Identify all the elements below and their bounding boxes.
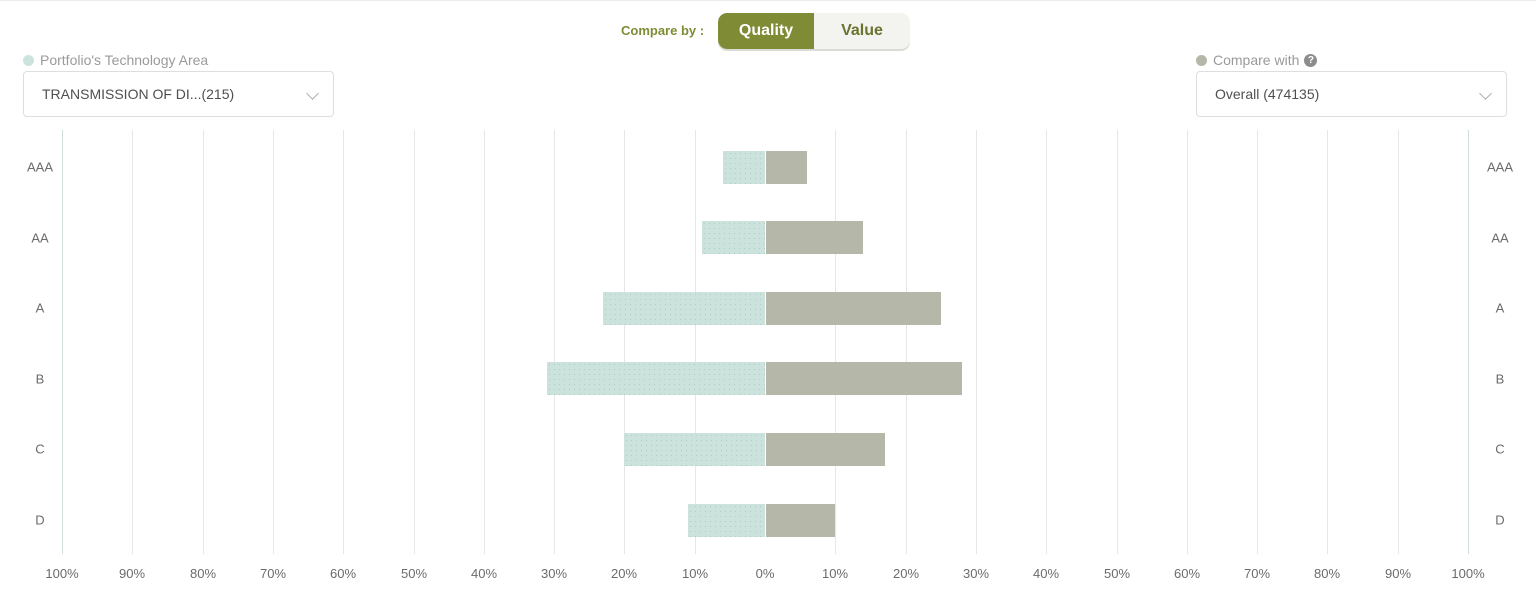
x-tick-label: 30% — [540, 566, 568, 581]
x-tick-label: 10% — [681, 566, 709, 581]
x-tick-label: 10% — [821, 566, 849, 581]
x-tick-label: 60% — [329, 566, 357, 581]
value-toggle-button[interactable]: Value — [841, 22, 883, 39]
gridline — [624, 130, 625, 554]
compare-bar[interactable] — [765, 503, 836, 537]
compare-with-select[interactable]: Overall (474135) — [1196, 71, 1507, 117]
top-divider — [0, 0, 1536, 1]
quality-toggle-button[interactable]: Quality — [718, 13, 814, 49]
gridline — [906, 130, 907, 554]
category-label: AA — [31, 230, 49, 246]
x-tick-label: 20% — [610, 566, 638, 581]
x-tick-label: 60% — [1173, 566, 1201, 581]
gridline — [1327, 130, 1328, 554]
category-label: B — [1495, 371, 1505, 387]
axis-line — [1468, 130, 1469, 554]
chevron-down-icon — [1479, 87, 1492, 100]
x-tick-label: 90% — [118, 566, 146, 581]
technology-area-select-value: TRANSMISSION OF DI...(215) — [42, 86, 235, 102]
x-tick-label: 100% — [1451, 566, 1485, 581]
category-label: A — [1495, 300, 1505, 316]
category-label: C — [35, 441, 45, 457]
gridline — [1117, 130, 1118, 554]
x-tick-label: 90% — [1384, 566, 1412, 581]
category-label: AA — [1491, 230, 1509, 246]
compare-with-label: Compare with — [1213, 52, 1300, 68]
gridline — [976, 130, 977, 554]
portfolio-legend-dot — [23, 54, 34, 66]
portfolio-bar[interactable] — [603, 291, 765, 325]
axis-line — [62, 130, 63, 554]
compare-bar[interactable] — [765, 150, 808, 184]
gridline — [203, 130, 204, 554]
question-circle-icon[interactable]: ? — [1304, 53, 1318, 67]
compare-with-legend: Compare with ? — [1196, 52, 1318, 68]
category-label: C — [1495, 441, 1505, 457]
x-tick-label: 20% — [892, 566, 920, 581]
compare-toggle: Quality Value — [718, 13, 910, 49]
gridline — [343, 130, 344, 554]
x-tick-label: 50% — [400, 566, 428, 581]
compare-bar[interactable] — [765, 432, 885, 466]
x-tick-label: 30% — [962, 566, 990, 581]
portfolio-bar[interactable] — [722, 150, 765, 184]
x-tick-label: 70% — [259, 566, 287, 581]
x-tick-label: 100% — [45, 566, 79, 581]
x-tick-label: 80% — [1313, 566, 1341, 581]
gridline — [1046, 130, 1047, 554]
gridline — [273, 130, 274, 554]
compare-by-label: Compare by : — [621, 23, 705, 38]
x-tick-label: 0% — [755, 566, 775, 581]
compare-with-select-value: Overall (474135) — [1215, 86, 1320, 102]
compare-bar[interactable] — [765, 221, 864, 255]
portfolio-bar[interactable] — [624, 432, 765, 466]
x-tick-label: 50% — [1103, 566, 1131, 581]
gridline — [1398, 130, 1399, 554]
portfolio-bar[interactable] — [547, 362, 765, 396]
chevron-down-icon — [306, 87, 319, 100]
portfolio-bar[interactable] — [701, 221, 765, 255]
x-tick-label: 80% — [189, 566, 217, 581]
category-label: D — [1495, 512, 1505, 528]
compare-bar[interactable] — [765, 362, 962, 396]
category-label: D — [35, 512, 45, 528]
gridline — [132, 130, 133, 554]
gridline — [554, 130, 555, 554]
x-tick-label: 70% — [1243, 566, 1271, 581]
gridline — [1187, 130, 1188, 554]
portfolio-bar[interactable] — [687, 503, 765, 537]
portfolio-legend: Portfolio's Technology Area — [23, 52, 208, 68]
gridline — [1257, 130, 1258, 554]
category-label: AAA — [1486, 159, 1513, 175]
technology-area-select[interactable]: TRANSMISSION OF DI...(215) — [23, 71, 334, 117]
compare-bar[interactable] — [765, 291, 941, 325]
category-label: B — [35, 371, 45, 387]
category-label: A — [35, 300, 45, 316]
zero-line — [765, 130, 766, 554]
x-tick-label: 40% — [470, 566, 498, 581]
gridline — [835, 130, 836, 554]
compare-legend-dot — [1196, 54, 1207, 66]
gridline — [414, 130, 415, 554]
gridline — [484, 130, 485, 554]
x-tick-label: 40% — [1032, 566, 1060, 581]
category-label: AAA — [26, 159, 53, 175]
portfolio-legend-label: Portfolio's Technology Area — [40, 52, 209, 68]
gridline — [695, 130, 696, 554]
